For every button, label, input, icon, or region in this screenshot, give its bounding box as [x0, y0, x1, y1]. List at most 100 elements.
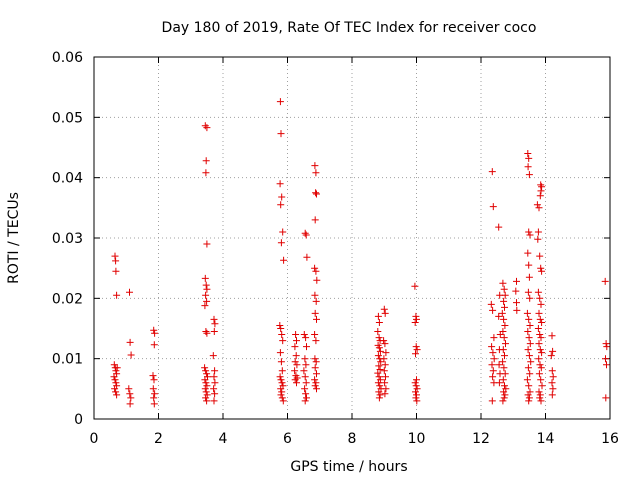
data-point: [149, 385, 157, 393]
data-point: [202, 367, 210, 375]
y-tick-label: 0.01: [52, 352, 83, 368]
data-point: [113, 391, 121, 399]
data-point: [548, 332, 556, 340]
data-point: [526, 340, 534, 348]
data-point: [524, 364, 532, 372]
data-point: [279, 397, 287, 405]
data-point: [278, 193, 286, 201]
data-point: [381, 361, 389, 369]
data-point: [202, 379, 210, 387]
x-axis-ticks: 0 2 4 6 8 10 12 14 16: [90, 57, 619, 447]
data-point: [301, 229, 309, 237]
data-point: [278, 379, 286, 387]
data-point: [375, 388, 383, 396]
data-point: [126, 338, 134, 346]
data-point: [526, 370, 534, 378]
data-point: [375, 334, 383, 342]
data-point: [525, 261, 533, 269]
data-point: [501, 391, 509, 399]
data-point: [536, 346, 544, 354]
data-point: [210, 315, 218, 323]
data-point: [126, 390, 134, 398]
data-point: [277, 376, 285, 384]
data-point: [211, 379, 219, 387]
data-point: [537, 397, 545, 405]
gridlines: [94, 57, 610, 419]
x-tick-label: 2: [154, 431, 163, 447]
data-point: [489, 373, 497, 381]
data-point: [149, 372, 157, 380]
data-point: [276, 349, 284, 357]
data-point: [412, 388, 419, 396]
data-point: [279, 228, 287, 236]
data-point: [302, 334, 310, 342]
data-point: [201, 302, 209, 310]
data-point: [548, 367, 556, 375]
data-points: [110, 98, 611, 408]
data-point: [277, 130, 285, 138]
data-point: [278, 367, 286, 375]
data-point: [380, 305, 388, 313]
data-point: [500, 364, 508, 372]
data-point: [311, 376, 319, 384]
data-point: [375, 362, 383, 370]
data-point: [525, 334, 533, 342]
data-point: [535, 388, 543, 396]
data-point: [525, 273, 533, 281]
data-point: [525, 171, 533, 179]
data-point: [489, 306, 497, 314]
data-point: [211, 390, 219, 398]
data-point: [209, 352, 217, 360]
chart-title: Day 180 of 2019, Rate Of TEC Index for r…: [162, 20, 537, 36]
data-point: [150, 400, 158, 408]
data-point: [501, 291, 509, 299]
data-point: [501, 322, 509, 329]
data-point: [276, 98, 284, 106]
data-point: [277, 385, 285, 393]
data-point: [527, 358, 535, 366]
data-point: [374, 312, 382, 320]
data-point: [537, 181, 545, 189]
y-tick-label: 0.04: [52, 171, 83, 187]
data-point: [210, 397, 218, 405]
data-point: [278, 394, 286, 402]
data-point: [301, 397, 309, 405]
data-point: [127, 394, 135, 402]
data-point: [278, 331, 286, 338]
data-point: [126, 288, 133, 296]
data-point: [150, 394, 158, 402]
data-point: [499, 279, 507, 287]
data-point: [487, 300, 495, 308]
data-point: [312, 297, 320, 305]
data-point: [495, 361, 503, 369]
data-point: [202, 291, 210, 299]
data-point: [203, 397, 211, 405]
x-tick-label: 0: [90, 431, 99, 447]
data-point: [210, 385, 218, 393]
data-point: [302, 379, 310, 387]
data-point: [277, 358, 285, 366]
data-point: [536, 252, 544, 260]
data-point: [112, 367, 120, 375]
data-point: [549, 347, 557, 355]
data-point: [203, 285, 211, 293]
data-point: [276, 180, 284, 188]
data-point: [302, 390, 310, 398]
data-point: [489, 349, 497, 357]
data-point: [534, 228, 542, 236]
data-point: [203, 329, 211, 337]
data-point: [202, 388, 210, 396]
data-point: [534, 325, 542, 332]
y-tick-label: 0.03: [52, 231, 83, 247]
data-point: [312, 337, 320, 345]
data-point: [525, 315, 533, 323]
data-point: [381, 390, 389, 398]
data-point: [536, 361, 544, 369]
data-point: [202, 328, 210, 335]
data-point: [203, 391, 211, 399]
data-point: [525, 352, 533, 360]
data-point: [536, 391, 544, 399]
data-point: [411, 379, 419, 387]
data-point: [202, 394, 210, 402]
data-point: [523, 376, 531, 384]
